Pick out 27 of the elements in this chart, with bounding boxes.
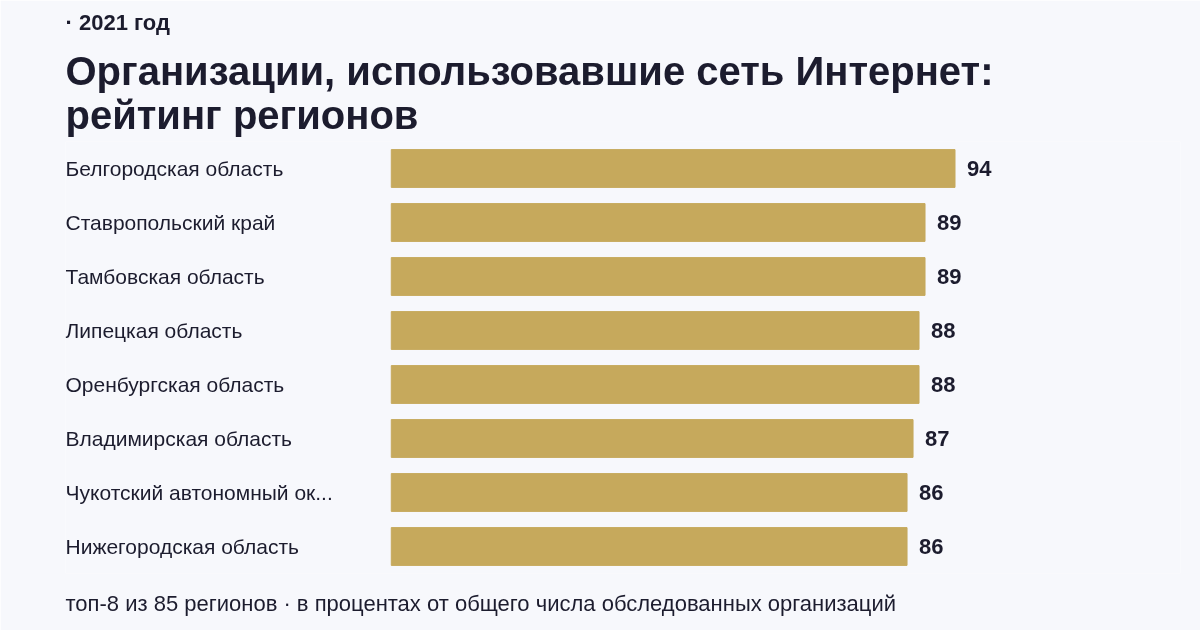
- y-tick-label: Липецкая область: [65, 319, 243, 342]
- data-label: 86: [919, 480, 944, 505]
- bar: [390, 149, 956, 188]
- chart-title: Организации, использовавшие сеть Интернет: рейтинг регионов: [65, 48, 994, 137]
- bar: [390, 203, 926, 242]
- text: · 2021 год: [65, 9, 171, 35]
- bar: [390, 473, 908, 512]
- text: топ-8 из 85 регионов · в процентах от общего числа обследованных организаций: [65, 590, 896, 616]
- y-tick-label: Нижегородская область: [65, 535, 299, 558]
- y-tick-label: Ставропольский край: [65, 211, 276, 234]
- bar: [390, 311, 920, 350]
- data-label: 87: [925, 426, 950, 451]
- bar: [390, 257, 926, 296]
- data-label: 94: [967, 156, 993, 181]
- y-tick-label: Владимирская область: [65, 427, 293, 450]
- data-label: 88: [931, 318, 956, 343]
- data-label: 86: [919, 534, 944, 559]
- y-tick-label: Тамбовская область: [65, 265, 265, 288]
- data-label: 89: [937, 210, 962, 235]
- data-label: 89: [937, 264, 962, 289]
- y-tick-label: Белгородская область: [65, 157, 284, 180]
- bar: [390, 527, 908, 566]
- y-tick-label: Чукотский автономный ок...: [65, 481, 333, 504]
- y-tick-label: Оренбургская область: [65, 373, 285, 396]
- bar: [390, 419, 914, 458]
- data-label: 88: [931, 372, 956, 397]
- bar: [390, 365, 920, 404]
